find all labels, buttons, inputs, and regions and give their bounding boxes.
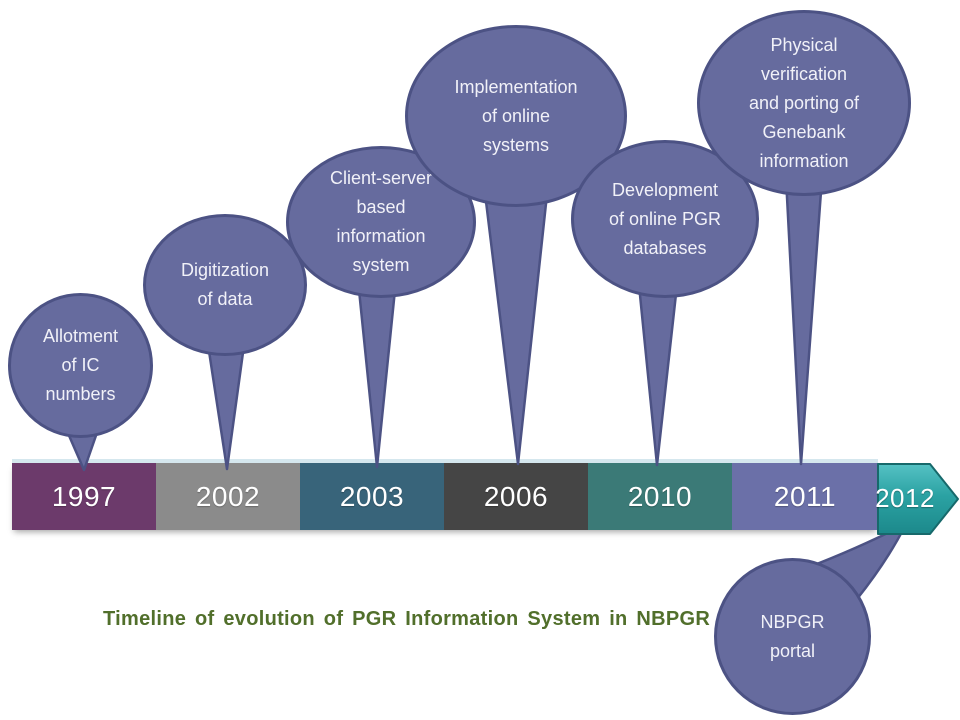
callout-allotment-ic-numbers: Allotment of IC numbers	[8, 293, 153, 438]
diagram-caption: Timeline of evolution of PGR Information…	[103, 608, 711, 630]
callout-label: Physical verification and porting of Gen…	[748, 34, 860, 171]
callout-tail-2010	[637, 283, 679, 467]
arrow-shape	[877, 463, 959, 535]
year-label: 2006	[483, 480, 549, 512]
timeline-segment-2006: 2006	[444, 463, 588, 530]
timeline-segment-2011: 2011	[732, 463, 878, 530]
callout-genebank-information: Physical verification and porting of Gen…	[697, 10, 911, 196]
callout-label: Implementation of online systems	[454, 76, 578, 155]
callout-label: Client-server based information system	[329, 168, 433, 275]
timeline-bar-highlight	[12, 459, 878, 464]
year-label: 2011	[773, 480, 837, 512]
year-label: 2002	[195, 480, 261, 512]
year-label: 1997	[51, 480, 117, 512]
timeline-segment-1997: 1997	[12, 463, 156, 530]
callout-label: Allotment of IC numbers	[42, 326, 119, 404]
callout-tail-2002	[205, 336, 247, 471]
callout-label: Development of online PGR databases	[608, 179, 722, 258]
callout-tail-2011	[784, 176, 824, 466]
callout-tail-2003	[356, 278, 398, 469]
timeline-segment-2010: 2010	[588, 463, 732, 530]
timeline-segment-2003: 2003	[300, 463, 444, 530]
year-label: 2010	[627, 480, 693, 512]
timeline-segment-2002: 2002	[156, 463, 300, 530]
year-label-2012: 2012	[875, 483, 935, 513]
callout-label: Digitization of data	[180, 260, 270, 309]
callout-tail-2006	[482, 183, 550, 466]
callout-nbpgr-portal: NBPGR portal	[714, 558, 871, 715]
callout-label: NBPGR portal	[760, 611, 825, 661]
timeline-arrow-2012	[877, 463, 959, 535]
year-label: 2003	[339, 480, 405, 512]
callout-digitization-of-data: Digitization of data	[143, 214, 307, 356]
